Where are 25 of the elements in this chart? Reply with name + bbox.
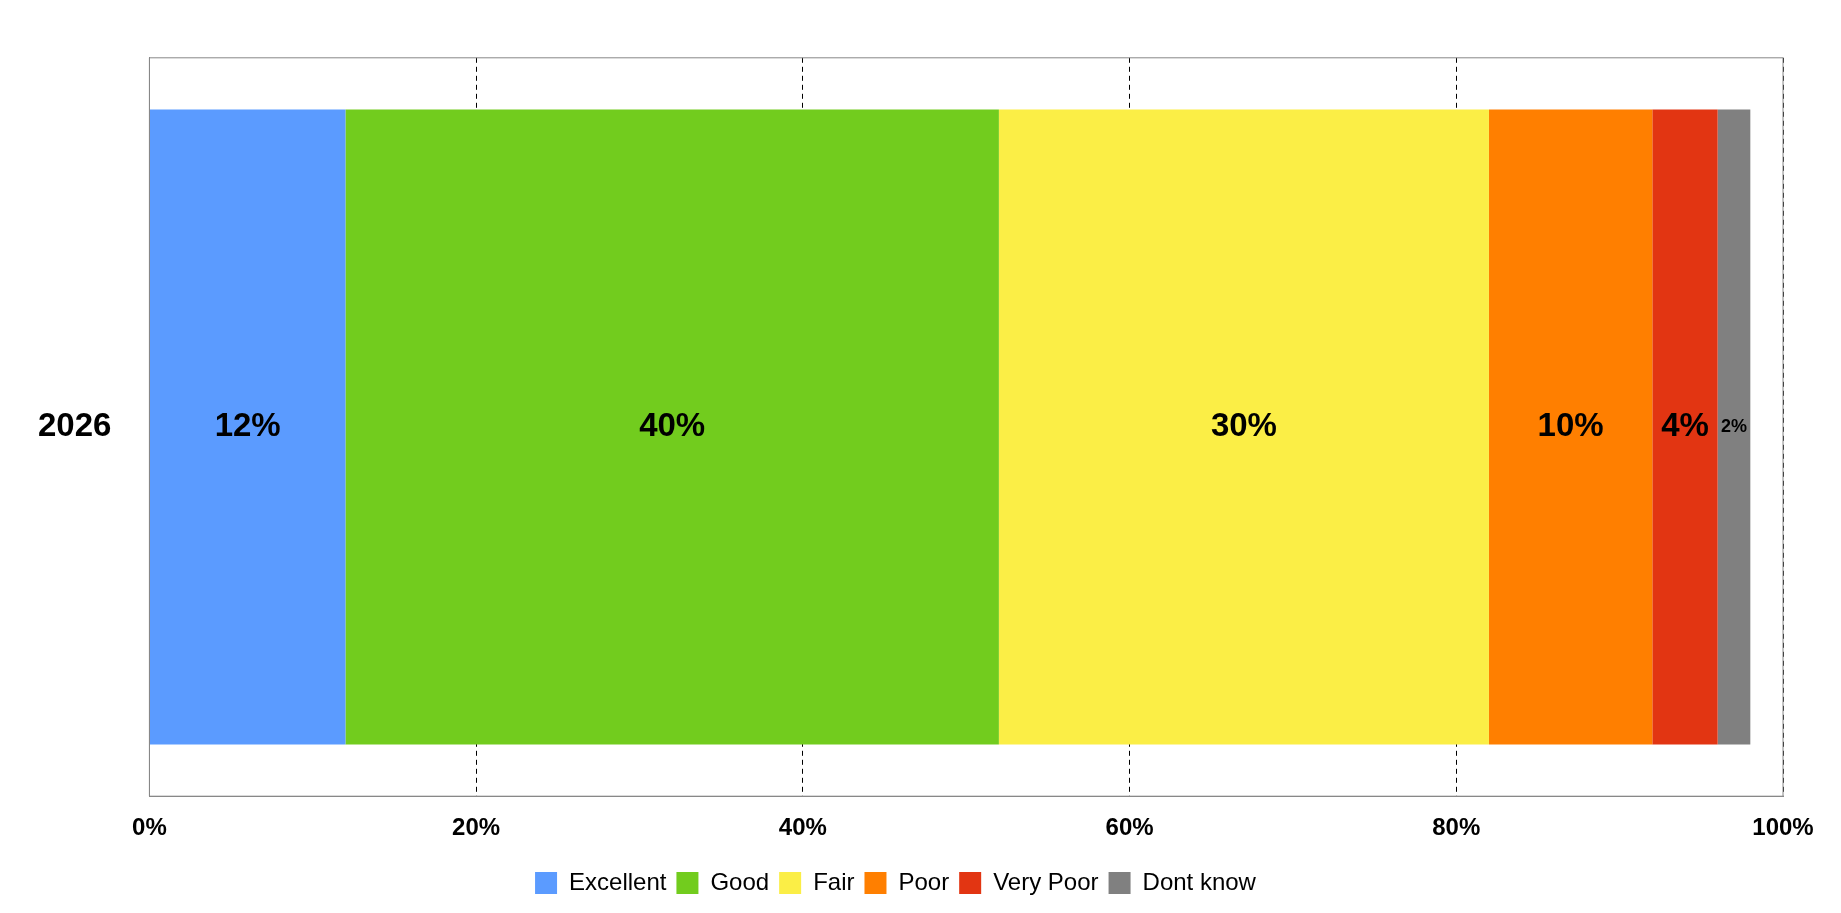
x-tick-label: 60%: [1105, 813, 1154, 841]
data-label: 40%: [639, 406, 706, 444]
bar: [345, 109, 999, 745]
bar: [1717, 109, 1751, 745]
legend-label: Excellent: [569, 867, 667, 895]
x-tick-label: 20%: [452, 813, 501, 841]
x-tick-label: 0%: [132, 813, 167, 841]
legend-label: Fair: [813, 867, 855, 895]
data-label: 12%: [214, 406, 281, 444]
x-tick-label: 40%: [778, 813, 827, 841]
bar: [1652, 109, 1718, 745]
legend-label: Good: [710, 867, 770, 895]
y-tick-label: 2026: [37, 406, 112, 444]
legend-label: Very Poor: [993, 867, 1099, 895]
bar: [998, 109, 1489, 745]
legend-label: Dont know: [1142, 867, 1257, 895]
x-tick-label: 100%: [1752, 813, 1814, 841]
data-label: 30%: [1210, 406, 1277, 444]
legend-label: Poor: [898, 867, 950, 895]
data-label: 2%: [1720, 415, 1747, 436]
bar: [1488, 109, 1653, 745]
x-tick-label: 80%: [1432, 813, 1481, 841]
data-label: 4%: [1661, 406, 1709, 444]
data-label: 10%: [1537, 406, 1604, 444]
bar: [149, 109, 346, 745]
